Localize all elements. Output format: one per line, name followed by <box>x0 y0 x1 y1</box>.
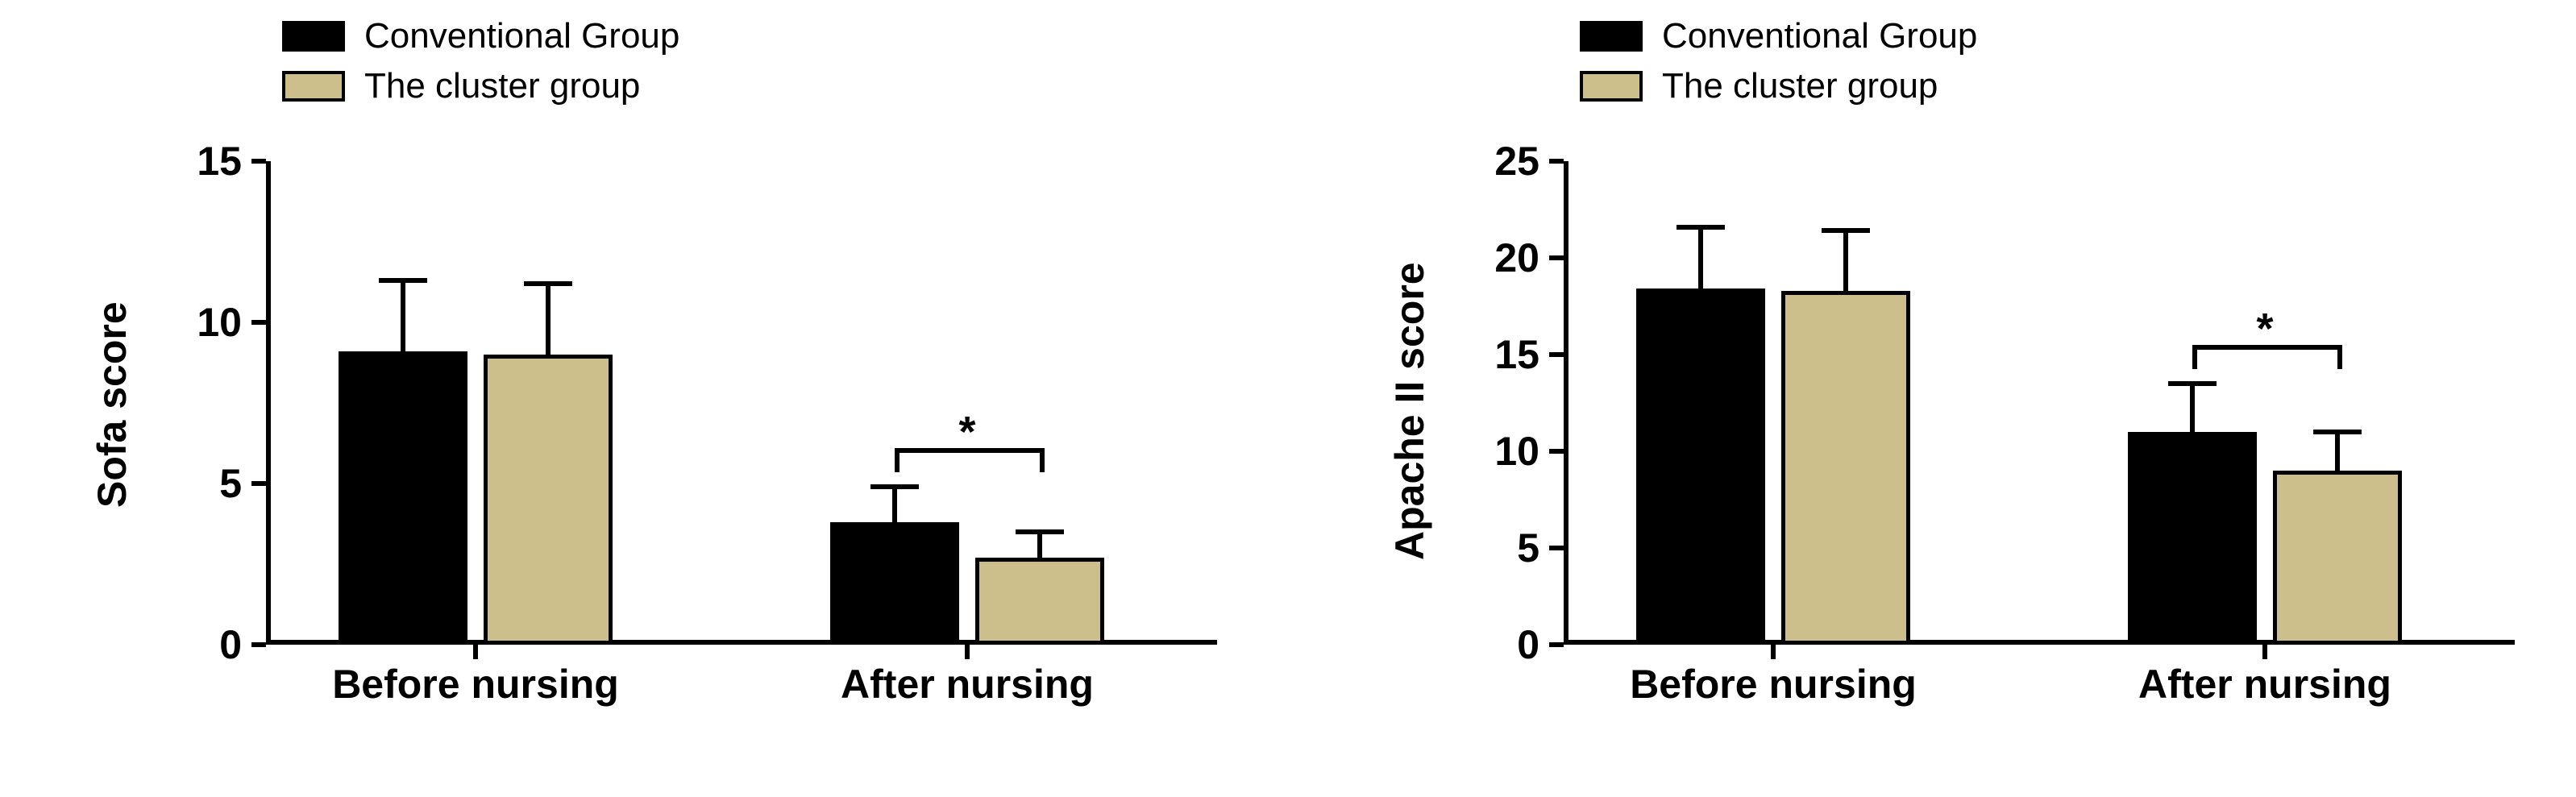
error-bar <box>2335 432 2340 471</box>
y-axis-label: Apache II score <box>1386 262 1433 560</box>
y-tick-label: 20 <box>1354 235 1539 281</box>
y-tick-label: 0 <box>56 621 242 668</box>
y-tick <box>1549 546 1564 550</box>
y-tick-label: 10 <box>56 299 242 346</box>
significance-star: * <box>958 407 975 457</box>
legend-item: The cluster group <box>282 66 679 106</box>
plot-area: * <box>266 161 1217 645</box>
y-tick-label: 10 <box>1354 428 1539 475</box>
y-axis-line <box>266 161 271 645</box>
legend-swatch <box>282 21 345 52</box>
y-tick <box>1549 352 1564 357</box>
y-tick <box>1549 159 1564 164</box>
bar <box>1781 291 1910 645</box>
error-bar <box>1037 532 1042 558</box>
legend-swatch <box>1580 71 1643 102</box>
x-category-label: After nursing <box>841 661 1094 708</box>
significance-bracket-tick <box>2337 345 2342 369</box>
x-tick <box>965 645 970 659</box>
y-tick <box>251 481 266 486</box>
bar <box>2273 471 2402 645</box>
legend: Conventional Group The cluster group <box>1580 16 1977 116</box>
y-tick-label: 25 <box>1354 138 1539 185</box>
legend-item: Conventional Group <box>1580 16 1977 56</box>
panel-sofa: Conventional GroupThe cluster groupSofa … <box>56 0 1265 797</box>
legend-label: Conventional Group <box>1662 16 1977 56</box>
error-bar <box>546 284 551 355</box>
y-tick <box>1549 642 1564 647</box>
error-bar-cap <box>1822 228 1870 233</box>
error-bar-cap <box>1676 225 1725 230</box>
legend: Conventional Group The cluster group <box>282 16 679 116</box>
panel-apache: Conventional Group The cluster group Apach… <box>1354 0 2563 797</box>
y-tick-label: 15 <box>1354 331 1539 378</box>
significance-star: * <box>2256 304 2273 354</box>
error-bar <box>892 487 897 522</box>
y-axis-line <box>1564 161 1568 645</box>
error-bar <box>401 280 405 351</box>
bar <box>1636 288 1765 645</box>
x-category-label: Before nursing <box>1630 661 1917 708</box>
bar <box>2128 432 2257 645</box>
y-tick <box>251 642 266 647</box>
error-bar-cap <box>2313 430 2362 434</box>
x-tick <box>1771 645 1776 659</box>
error-bar-cap <box>524 281 572 286</box>
bar <box>830 522 959 645</box>
legend-item: Conventional Group <box>282 16 679 56</box>
error-bar-cap <box>870 484 919 489</box>
legend-label: The cluster group <box>1662 66 1938 106</box>
error-bar <box>1698 227 1703 289</box>
error-bar-cap <box>379 278 427 283</box>
y-tick-label: 5 <box>1354 525 1539 571</box>
x-category-label: Before nursing <box>332 661 619 708</box>
legend-label: Conventional Group <box>364 16 679 56</box>
y-tick <box>1549 449 1564 454</box>
x-tick <box>473 645 478 659</box>
y-tick-label: 5 <box>56 460 242 507</box>
y-tick <box>251 320 266 325</box>
y-tick-label: 15 <box>56 138 242 185</box>
bar <box>484 355 613 645</box>
plot-area: * <box>1564 161 2515 645</box>
significance-bracket-tick <box>2192 345 2197 369</box>
legend-label: The cluster group <box>364 66 640 106</box>
bar <box>975 558 1104 645</box>
bar <box>339 351 467 645</box>
error-bar-cap <box>2168 381 2217 386</box>
y-tick-label: 0 <box>1354 621 1539 668</box>
legend-item: The cluster group <box>1580 66 1977 106</box>
error-bar-cap <box>1016 529 1064 534</box>
y-tick <box>1549 255 1564 260</box>
y-tick <box>251 159 266 164</box>
significance-bracket-tick <box>895 448 900 472</box>
x-category-label: After nursing <box>2138 661 2391 708</box>
x-tick <box>2262 645 2267 659</box>
error-bar <box>1843 230 1848 290</box>
significance-bracket-tick <box>1040 448 1045 472</box>
figure-canvas: Conventional GroupThe cluster groupSofa … <box>0 0 2576 797</box>
legend-swatch <box>282 71 345 102</box>
legend-swatch <box>1580 21 1643 52</box>
error-bar <box>2190 384 2195 432</box>
